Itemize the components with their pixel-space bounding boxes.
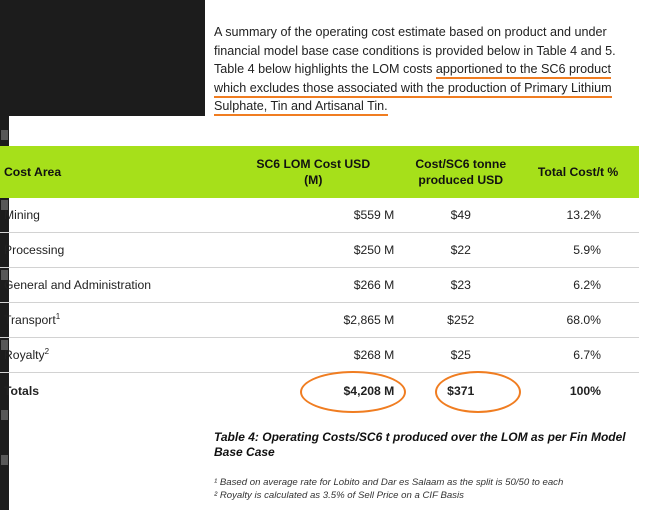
row-pct: 13.2% (517, 198, 639, 233)
operating-cost-table: Cost Area SC6 LOM Cost USD (M) Cost/SC6 … (0, 146, 639, 409)
table-row: General and Administration $266 M $23 6.… (0, 267, 639, 303)
header-cost-area: Cost Area (0, 146, 173, 198)
row-pct: 5.9% (517, 232, 639, 268)
row-lom: $2,865 M (172, 302, 405, 338)
intro-paragraph: A summary of the operating cost estimate… (214, 23, 640, 116)
footnote-marker: 1 (55, 312, 61, 322)
row-pct: 6.7% (517, 337, 639, 373)
intro-highlight-1: apportioned to the SC6 product (435, 62, 611, 79)
row-per-tonne: $252 (404, 302, 518, 338)
footnote-1: ¹ Based on average rate for Lobito and D… (214, 477, 564, 488)
row-per-tonne: $22 (404, 232, 518, 268)
table-row: Processing $250 M $22 5.9% (0, 232, 639, 268)
row-area: Royalty2 (0, 337, 173, 373)
row-per-tonne: $49 (404, 198, 518, 233)
totals-per-tonne-highlight-circle (435, 371, 521, 413)
header-cost-per-tonne: Cost/SC6 tonne produced USD (404, 146, 518, 198)
row-pct: 6.2% (517, 267, 639, 303)
table-caption: Table 4: Operating Costs/SC6 t produced … (214, 430, 626, 459)
row-per-tonne: $23 (404, 267, 518, 303)
row-area: Transport1 (0, 302, 173, 338)
footnote-marker: 2 (44, 347, 50, 357)
row-pct: 68.0% (517, 302, 639, 338)
row-lom: $266 M (172, 267, 405, 303)
table-row: Royalty2 $268 M $25 6.7% (0, 337, 639, 373)
totals-pct: 100% (569, 384, 601, 398)
row-lom: $268 M (172, 337, 405, 373)
footnote-2: ² Royalty is calculated as 3.5% of Sell … (214, 489, 464, 501)
dark-header-panel (0, 0, 205, 116)
header-lom-cost: SC6 LOM Cost USD (M) (172, 146, 405, 198)
footnotes: ¹ Based on average rate for Lobito and D… (214, 477, 640, 502)
table-row: Transport1 $2,865 M $252 68.0% (0, 302, 639, 338)
totals-lom-highlight-circle (300, 371, 406, 413)
row-area: Processing (0, 232, 173, 268)
row-lom: $250 M (172, 232, 405, 268)
table-header-row: Cost Area SC6 LOM Cost USD (M) Cost/SC6 … (0, 146, 639, 198)
row-area: Mining (0, 198, 173, 233)
row-lom: $559 M (172, 198, 405, 233)
intro-text: A summary of the operating cost estimate… (214, 25, 616, 76)
table-row: Mining $559 M $49 13.2% (0, 198, 639, 233)
intro-highlight-2: which excludes those associated with the… (214, 80, 612, 116)
totals-label: Totals (4, 384, 39, 398)
row-area: General and Administration (0, 267, 173, 303)
header-total-pct: Total Cost/t % (517, 146, 639, 198)
row-per-tonne: $25 (404, 337, 518, 373)
